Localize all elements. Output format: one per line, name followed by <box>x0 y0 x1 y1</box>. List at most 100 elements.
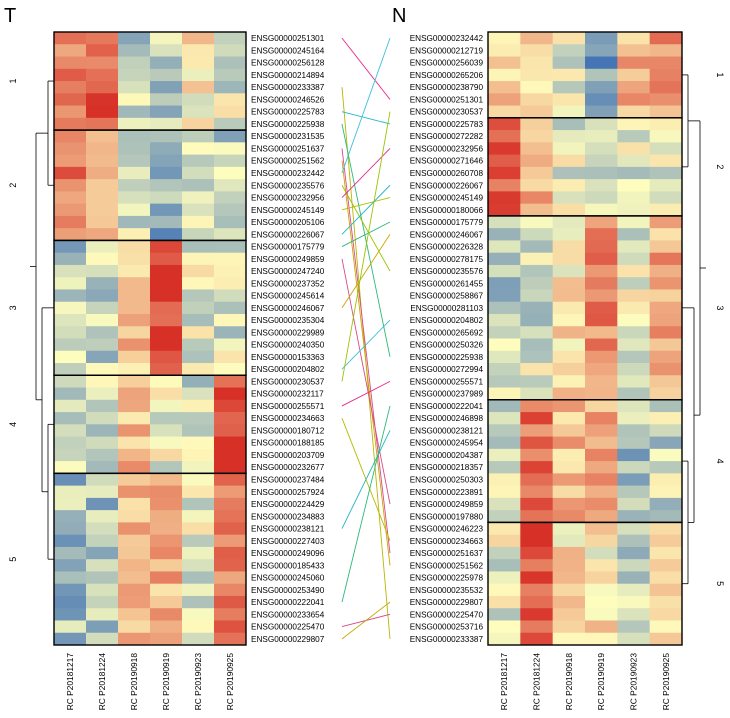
left-cell <box>182 142 215 155</box>
right-cell <box>585 68 618 82</box>
right-cell <box>585 215 618 229</box>
right-cell <box>649 179 683 192</box>
right-cell <box>488 56 521 70</box>
right-cell <box>520 117 554 131</box>
left-cell <box>182 375 215 388</box>
right-cell <box>585 424 618 437</box>
left-cell <box>150 461 183 474</box>
right-cell <box>488 32 521 45</box>
left-cell <box>54 583 87 597</box>
right-cell <box>488 252 521 266</box>
left-cell <box>118 448 151 462</box>
right-cell <box>520 522 554 536</box>
right-cell <box>552 68 586 82</box>
right-cell <box>617 240 651 254</box>
right-cell <box>617 534 651 548</box>
left-cell <box>54 252 87 266</box>
left-cluster-label: 2 <box>8 183 18 188</box>
left-cell <box>182 338 215 352</box>
gene-connector-line <box>341 430 391 529</box>
left-cell <box>182 510 215 523</box>
right-cell <box>552 497 586 511</box>
right-cell <box>617 56 651 70</box>
left-cell <box>150 215 183 229</box>
right-cell <box>617 571 651 585</box>
left-cell <box>86 375 119 388</box>
gene-connector-line <box>341 111 391 125</box>
right-gene-label: ENSG00000250303 <box>410 475 484 484</box>
right-cell <box>585 571 618 585</box>
right-cell <box>649 571 683 585</box>
left-cell <box>86 81 119 94</box>
right-cell <box>488 485 521 499</box>
right-cell <box>617 264 651 278</box>
right-cell <box>488 363 521 376</box>
left-gene-label: ENSG00000251562 <box>251 157 325 166</box>
right-gene-label: ENSG00000235576 <box>410 267 484 276</box>
left-cell <box>150 130 183 143</box>
right-cell <box>488 142 521 155</box>
left-gene-label: ENSG00000247240 <box>251 267 325 276</box>
right-cell <box>649 117 683 131</box>
right-cell <box>552 485 586 499</box>
left-cell <box>118 497 151 511</box>
gene-connector-line <box>341 185 391 272</box>
left-cell <box>86 130 119 143</box>
right-column-label: RC P20190919 <box>596 653 606 711</box>
left-cell <box>214 559 247 572</box>
left-cell <box>214 252 247 266</box>
left-cell <box>182 436 215 450</box>
right-cell <box>552 387 586 401</box>
left-cell <box>214 608 247 621</box>
left-cell <box>54 117 87 131</box>
right-cell <box>552 56 586 70</box>
right-gene-label: ENSG00000260708 <box>410 169 484 178</box>
left-cell <box>86 313 119 327</box>
left-cell <box>182 620 215 634</box>
left-cell <box>182 215 215 229</box>
right-cell <box>552 363 586 376</box>
left-cell <box>214 93 247 106</box>
right-cell <box>649 375 683 388</box>
left-cell <box>150 363 183 376</box>
left-gene-label: ENSG00000235304 <box>251 316 325 325</box>
right-cell <box>552 338 586 352</box>
left-cell <box>214 595 247 609</box>
left-cell <box>118 105 151 119</box>
right-gene-label: ENSG00000253716 <box>410 623 484 632</box>
right-gene-label: ENSG00000258867 <box>410 292 484 301</box>
right-cell <box>617 117 651 131</box>
left-cell <box>54 461 87 474</box>
right-cell <box>649 68 683 82</box>
right-cell <box>552 534 586 548</box>
left-cell <box>150 595 183 609</box>
left-column-label: RC P20181224 <box>97 653 107 711</box>
right-cell <box>488 179 521 192</box>
left-cell <box>86 68 119 82</box>
left-cell <box>54 203 87 217</box>
left-cell <box>182 461 215 474</box>
right-cell <box>488 559 521 572</box>
right-cell <box>520 142 554 155</box>
right-cell <box>585 277 618 290</box>
right-cell <box>520 436 554 450</box>
right-cell <box>585 534 618 548</box>
left-gene-label: ENSG00000237352 <box>251 279 325 288</box>
right-cell <box>585 252 618 266</box>
right-cell <box>617 154 651 168</box>
right-cell <box>488 117 521 131</box>
left-cluster-label: 5 <box>8 557 18 562</box>
right-cell <box>520 387 554 401</box>
left-cell <box>86 154 119 168</box>
right-cell <box>552 105 586 119</box>
left-cell <box>54 105 87 119</box>
left-cell <box>214 81 247 94</box>
left-cell <box>118 436 151 450</box>
left-cell <box>54 485 87 499</box>
left-cell <box>150 399 183 413</box>
right-cell <box>617 228 651 241</box>
left-cell <box>182 534 215 548</box>
right-cell <box>488 326 521 339</box>
left-cell <box>86 215 119 229</box>
right-cell <box>520 179 554 192</box>
